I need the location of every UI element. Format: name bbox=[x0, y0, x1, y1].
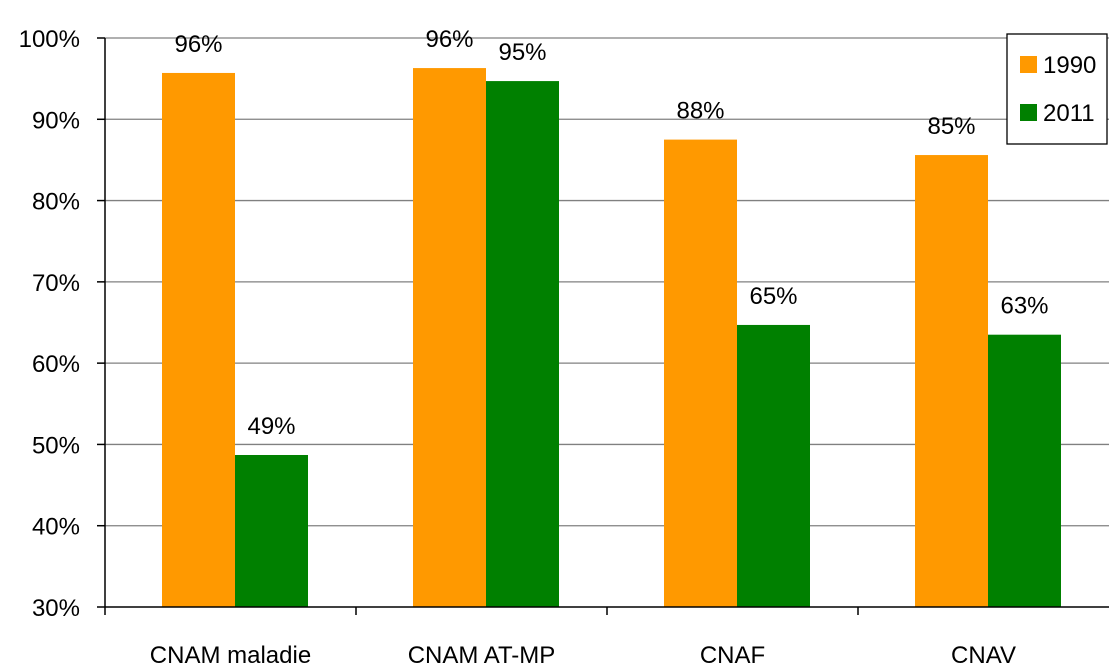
y-axis-tick-labels: 30% 40% 50% 60% 70% 80% 90% 100% bbox=[19, 26, 80, 622]
y-tick-label: 100% bbox=[19, 26, 80, 53]
y-tick-label: 60% bbox=[32, 351, 80, 378]
axes bbox=[97, 37, 1109, 615]
legend-swatch-2011 bbox=[1020, 104, 1037, 121]
legend-label: 1990 bbox=[1043, 52, 1096, 79]
data-label: 85% bbox=[927, 113, 975, 140]
y-tick-label: 50% bbox=[32, 432, 80, 459]
legend: 1990 2011 bbox=[1006, 33, 1108, 145]
bar-2011 bbox=[486, 81, 559, 608]
x-category-label: CNAV bbox=[951, 642, 1016, 669]
bar-1990 bbox=[413, 68, 486, 608]
data-label: 63% bbox=[1000, 293, 1048, 320]
data-label: 49% bbox=[247, 413, 295, 440]
data-label: 96% bbox=[425, 26, 473, 53]
x-axis-category-labels: CNAM maladie CNAM AT-MP CNAF CNAV bbox=[150, 642, 1016, 669]
y-tick-label: 90% bbox=[32, 107, 80, 134]
data-label: 88% bbox=[676, 98, 724, 125]
bar-2011 bbox=[988, 334, 1061, 607]
bar-2011 bbox=[737, 324, 810, 607]
y-tick-label: 40% bbox=[32, 514, 80, 541]
bar-2011 bbox=[235, 454, 308, 607]
x-category-label: CNAM AT-MP bbox=[408, 642, 556, 669]
bars: 96% 49% 96% 95% 88% 65% 85% 63% bbox=[162, 26, 1061, 608]
legend-swatch-1990 bbox=[1020, 56, 1037, 73]
y-tick-label: 70% bbox=[32, 270, 80, 297]
x-category-label: CNAF bbox=[700, 642, 765, 669]
data-label: 65% bbox=[749, 283, 797, 310]
data-label: 96% bbox=[174, 31, 222, 58]
y-tick-label: 30% bbox=[32, 595, 80, 622]
y-tick-label: 80% bbox=[32, 189, 80, 216]
bar-1990 bbox=[162, 72, 235, 607]
gridlines bbox=[105, 37, 1109, 527]
legend-box bbox=[1006, 33, 1108, 145]
bar-1990 bbox=[915, 155, 988, 607]
data-label: 95% bbox=[498, 39, 546, 66]
legend-label: 2011 bbox=[1043, 100, 1095, 127]
bar-1990 bbox=[664, 139, 737, 607]
x-category-label: CNAM maladie bbox=[150, 642, 311, 669]
